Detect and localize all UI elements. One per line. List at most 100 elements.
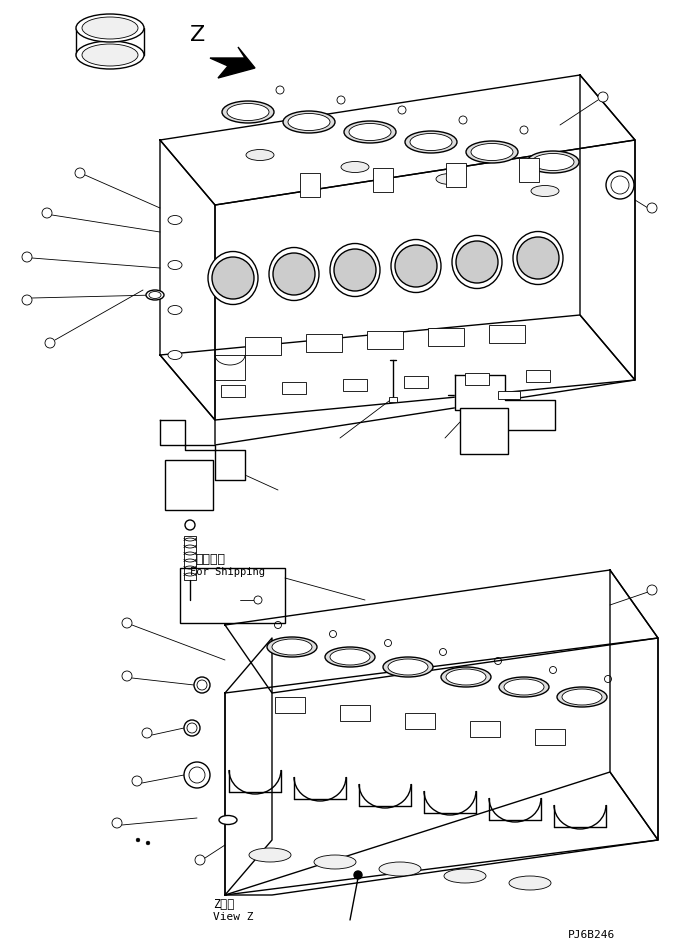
Text: PJ6B246: PJ6B246 bbox=[568, 930, 615, 940]
Bar bbox=[245, 337, 281, 355]
Ellipse shape bbox=[532, 153, 574, 170]
Bar bbox=[519, 158, 539, 182]
Circle shape bbox=[647, 203, 657, 213]
Ellipse shape bbox=[246, 149, 274, 161]
Ellipse shape bbox=[227, 103, 269, 120]
Polygon shape bbox=[160, 315, 635, 420]
Circle shape bbox=[22, 252, 32, 262]
Circle shape bbox=[132, 776, 142, 786]
Bar bbox=[460, 408, 508, 454]
Bar bbox=[275, 697, 305, 713]
Ellipse shape bbox=[527, 151, 579, 173]
Ellipse shape bbox=[444, 869, 486, 883]
Ellipse shape bbox=[76, 41, 144, 69]
Ellipse shape bbox=[557, 687, 607, 707]
Ellipse shape bbox=[441, 667, 491, 687]
Bar bbox=[428, 328, 464, 346]
Polygon shape bbox=[225, 772, 658, 895]
Bar bbox=[465, 373, 489, 385]
Ellipse shape bbox=[82, 17, 138, 39]
Ellipse shape bbox=[405, 131, 457, 153]
Ellipse shape bbox=[383, 657, 433, 677]
Bar bbox=[446, 163, 466, 187]
Circle shape bbox=[273, 253, 315, 295]
Text: View Z: View Z bbox=[213, 912, 254, 922]
Ellipse shape bbox=[168, 216, 182, 224]
Bar bbox=[282, 382, 306, 394]
Ellipse shape bbox=[330, 649, 370, 665]
Ellipse shape bbox=[82, 44, 138, 66]
Text: For Shipping: For Shipping bbox=[190, 567, 265, 577]
Ellipse shape bbox=[379, 862, 421, 876]
Circle shape bbox=[122, 671, 132, 681]
Bar bbox=[184, 536, 196, 580]
Bar bbox=[367, 331, 403, 349]
Ellipse shape bbox=[222, 101, 274, 123]
Ellipse shape bbox=[471, 144, 513, 161]
Polygon shape bbox=[160, 140, 215, 420]
Ellipse shape bbox=[146, 290, 164, 300]
Bar bbox=[526, 370, 550, 382]
Ellipse shape bbox=[452, 236, 502, 289]
Ellipse shape bbox=[410, 133, 452, 150]
Ellipse shape bbox=[388, 659, 428, 675]
Polygon shape bbox=[580, 75, 635, 380]
Ellipse shape bbox=[168, 351, 182, 359]
Ellipse shape bbox=[436, 173, 464, 184]
Text: 運搜部品: 運搜部品 bbox=[195, 553, 225, 566]
Ellipse shape bbox=[283, 111, 335, 133]
Circle shape bbox=[146, 841, 150, 845]
Bar bbox=[165, 460, 213, 510]
Bar bbox=[405, 713, 435, 729]
Ellipse shape bbox=[208, 252, 258, 305]
Circle shape bbox=[142, 728, 152, 738]
Ellipse shape bbox=[466, 141, 518, 163]
Bar bbox=[373, 168, 393, 192]
Ellipse shape bbox=[168, 306, 182, 314]
Circle shape bbox=[395, 245, 437, 287]
Circle shape bbox=[122, 618, 132, 628]
Text: Z: Z bbox=[190, 25, 205, 45]
Circle shape bbox=[184, 720, 200, 736]
Ellipse shape bbox=[288, 114, 330, 131]
Ellipse shape bbox=[330, 243, 380, 296]
Circle shape bbox=[112, 818, 122, 828]
Polygon shape bbox=[160, 75, 635, 205]
Bar bbox=[489, 325, 525, 343]
Ellipse shape bbox=[446, 669, 486, 685]
Circle shape bbox=[517, 237, 559, 279]
Ellipse shape bbox=[168, 260, 182, 270]
Polygon shape bbox=[225, 638, 658, 895]
Ellipse shape bbox=[509, 876, 551, 890]
Bar bbox=[343, 379, 367, 391]
Ellipse shape bbox=[344, 121, 396, 143]
Ellipse shape bbox=[325, 647, 375, 667]
Ellipse shape bbox=[272, 639, 312, 655]
Polygon shape bbox=[455, 375, 555, 430]
Bar bbox=[180, 568, 285, 623]
Circle shape bbox=[75, 168, 85, 178]
Bar bbox=[221, 385, 245, 397]
Polygon shape bbox=[225, 638, 272, 895]
Bar bbox=[300, 173, 320, 197]
Text: Z　視: Z 視 bbox=[213, 898, 235, 911]
Circle shape bbox=[647, 585, 657, 595]
Ellipse shape bbox=[76, 14, 144, 42]
Circle shape bbox=[195, 855, 205, 865]
Bar bbox=[306, 334, 342, 352]
Polygon shape bbox=[210, 47, 255, 78]
Polygon shape bbox=[225, 570, 658, 693]
Circle shape bbox=[334, 249, 376, 291]
Ellipse shape bbox=[349, 124, 391, 141]
Polygon shape bbox=[215, 140, 635, 445]
Circle shape bbox=[212, 257, 254, 299]
Circle shape bbox=[254, 596, 262, 604]
Ellipse shape bbox=[513, 232, 563, 285]
Circle shape bbox=[194, 677, 210, 693]
Polygon shape bbox=[610, 570, 658, 840]
Ellipse shape bbox=[219, 815, 237, 825]
Ellipse shape bbox=[562, 689, 602, 705]
Circle shape bbox=[606, 171, 634, 199]
Ellipse shape bbox=[314, 855, 356, 869]
Ellipse shape bbox=[499, 677, 549, 697]
